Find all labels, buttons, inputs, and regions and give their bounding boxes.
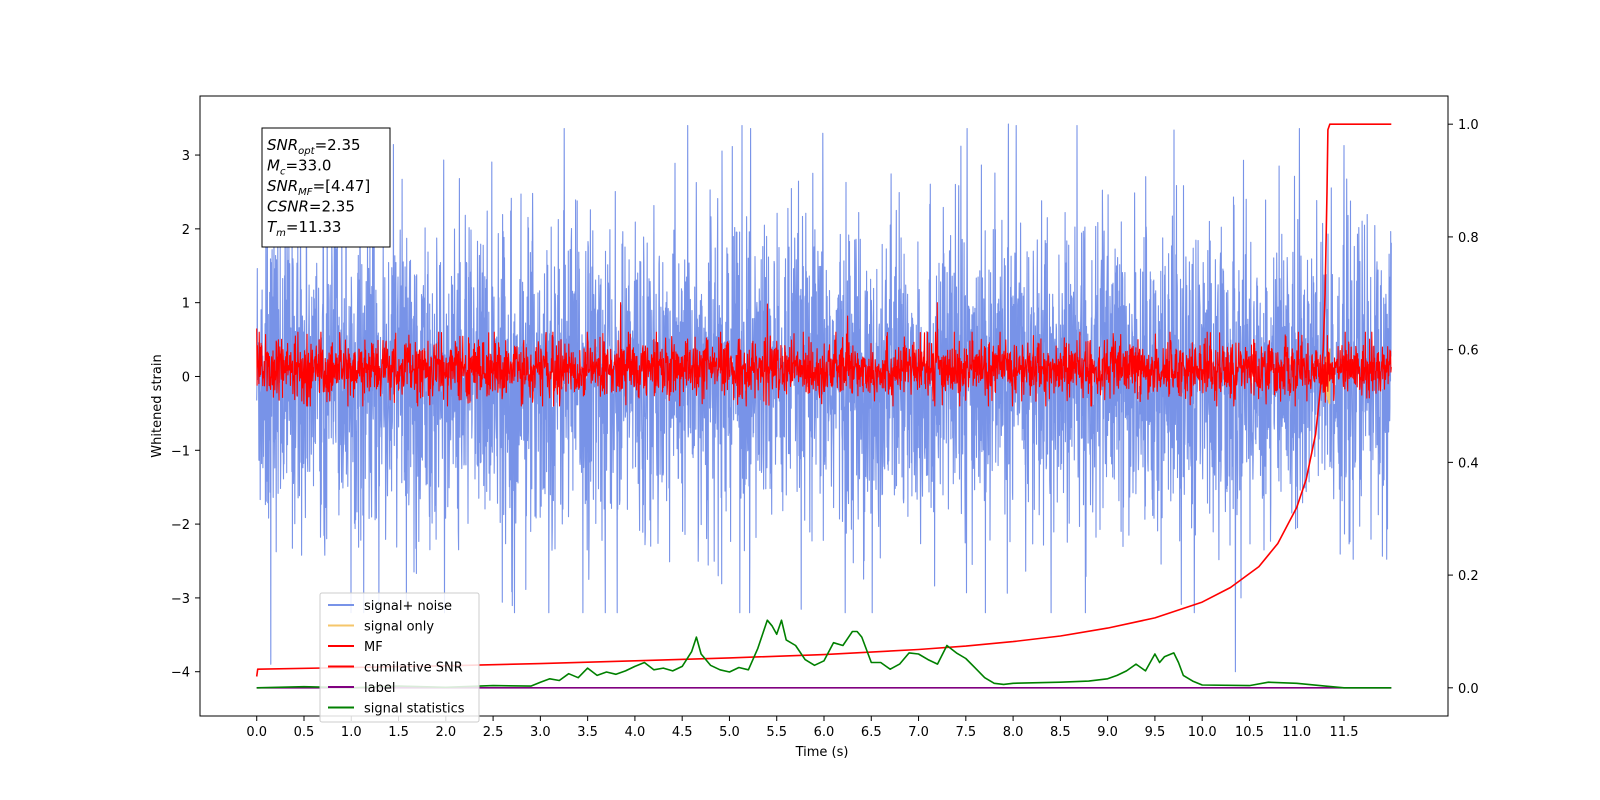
y2-tick-label: 0.4 <box>1458 456 1479 471</box>
y-tick-label: −1 <box>171 444 190 459</box>
annotation-frame <box>261 127 391 248</box>
x-tick-label: 2.0 <box>435 725 456 740</box>
legend-label: signal statistics <box>364 702 465 717</box>
legend: signal+ noise signal only MF cumilative SNR… <box>319 592 480 723</box>
y2-tick-label: 1.0 <box>1458 118 1479 133</box>
annotation-line: Mc=33.0 <box>267 157 331 178</box>
annotation-line: SNRMF=[4.47] <box>267 177 370 198</box>
series-line-signal-noise <box>256 123 1392 673</box>
series-line-cumilative-snr <box>255 123 1392 677</box>
y-tick-label: 3 <box>182 149 190 164</box>
x-tick-label: 3.5 <box>577 725 598 740</box>
x-axis-label: Time (s) <box>795 745 849 760</box>
x-tick-label: 9.5 <box>1145 725 1166 740</box>
legend-label: MF <box>364 640 383 655</box>
x-tick-label: 9.0 <box>1097 725 1118 740</box>
x-tick-label: 1.0 <box>341 725 362 740</box>
y2-tick-label: 0.8 <box>1458 231 1479 246</box>
legend-label: cumilative SNR <box>364 661 463 676</box>
legend-label: label <box>364 681 395 696</box>
y-tick-label: 0 <box>182 370 190 385</box>
y-axis-left: −4 −3 −2 −1 0 1 2 3 <box>171 149 200 681</box>
y-tick-label: 1 <box>182 297 190 312</box>
x-tick-label: 6.5 <box>861 725 882 740</box>
legend-label: signal only <box>364 620 434 635</box>
y-tick-label: −4 <box>171 666 190 681</box>
x-tick-label: 10.5 <box>1235 725 1264 740</box>
x-tick-label: 11.5 <box>1330 725 1359 740</box>
x-tick-label: 7.5 <box>955 725 976 740</box>
x-tick-label: 0.0 <box>246 725 267 740</box>
x-axis: 0.0 0.5 1.0 1.5 2.0 2.5 3.0 3.5 4.0 4.5 5.0 5.5 6.0 6… <box>246 716 1358 740</box>
y2-tick-label: 0.6 <box>1458 344 1479 359</box>
x-tick-label: 7.0 <box>908 725 929 740</box>
x-tick-label: 6.0 <box>814 725 835 740</box>
y-tick-label: −3 <box>171 592 190 607</box>
y2-tick-label: 0.2 <box>1458 569 1479 584</box>
x-tick-label: 8.0 <box>1003 725 1024 740</box>
x-tick-label: 4.0 <box>625 725 646 740</box>
legend-frame <box>319 592 480 723</box>
y-tick-label: 2 <box>182 223 190 238</box>
x-tick-label: 3.0 <box>530 725 551 740</box>
x-tick-label: 1.5 <box>388 725 409 740</box>
series-line-mf <box>256 302 1392 407</box>
x-tick-label: 11.0 <box>1282 725 1311 740</box>
x-tick-label: 10.0 <box>1188 725 1217 740</box>
y-axis-label: Whitened strain <box>150 354 165 457</box>
x-tick-label: 2.5 <box>483 725 504 740</box>
x-tick-label: 0.5 <box>294 725 315 740</box>
annotation-line: Tm=11.33 <box>267 218 341 239</box>
annotation-line: CSNR=2.35 <box>267 198 355 216</box>
x-tick-label: 8.5 <box>1050 725 1071 740</box>
annotation-line: SNRopt=2.35 <box>267 136 361 157</box>
y-tick-label: −2 <box>171 518 190 533</box>
y-axis-right: 0.0 0.2 0.4 0.6 0.8 1.0 <box>1448 118 1479 697</box>
x-tick-label: 4.5 <box>672 725 693 740</box>
legend-label: signal+ noise <box>364 599 452 614</box>
y2-tick-label: 0.0 <box>1458 682 1479 697</box>
x-tick-label: 5.5 <box>766 725 787 740</box>
series-line-signal-statistics <box>256 619 1392 689</box>
x-tick-label: 5.0 <box>719 725 740 740</box>
